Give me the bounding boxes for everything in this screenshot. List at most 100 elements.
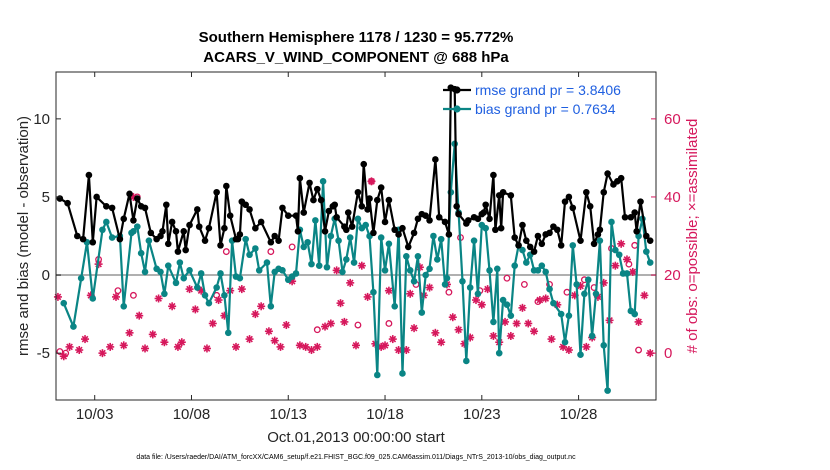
rmse-point <box>174 248 182 255</box>
bias-point <box>546 285 553 293</box>
obs-assimilated-marker <box>454 325 463 334</box>
x-tick-label: 10/23 <box>463 406 501 423</box>
obs-assimilated-marker <box>352 341 360 350</box>
obs-assimilated-marker <box>541 294 550 303</box>
bias-point <box>631 310 639 318</box>
obs-assimilated-marker <box>208 319 217 328</box>
obs-assimilated-marker <box>148 330 157 339</box>
obs-assimilated-marker <box>270 336 279 345</box>
bias-point <box>615 251 623 259</box>
obs-assimilated-marker <box>321 322 330 331</box>
rmse-point <box>464 217 472 224</box>
rmse-point <box>85 171 93 179</box>
obs-assimilated-marker <box>406 289 415 298</box>
obs-assimilated-marker <box>154 294 163 303</box>
bias-point <box>130 228 137 235</box>
y2-axis-ticks: 0 20 40 60 <box>651 111 681 362</box>
rmse-point <box>538 240 546 248</box>
rmse-point <box>399 224 406 232</box>
y-axis-label: rmse and bias (model - observation) <box>15 116 32 356</box>
rmse-point <box>217 242 224 249</box>
rmse-point <box>120 215 128 223</box>
bias-point <box>573 281 580 288</box>
bias-point <box>335 237 342 244</box>
rmse-point <box>331 201 339 209</box>
rmse-point <box>526 243 534 251</box>
bias-point <box>623 270 631 277</box>
rmse-point <box>348 223 356 230</box>
rmse-series <box>56 84 654 255</box>
rmse-point <box>180 228 188 235</box>
rmse-point <box>492 226 499 234</box>
obs-possible-marker <box>114 287 122 295</box>
bias-point <box>323 263 331 271</box>
chart-title: Southern Hemisphere 1178 / 1230 = 95.772… <box>199 29 514 46</box>
obs-possible-marker <box>520 280 528 288</box>
bias-point <box>470 237 478 244</box>
rmse-point <box>133 195 141 202</box>
obs-possible-marker <box>222 248 230 256</box>
rmse-point <box>604 170 611 177</box>
rmse-point <box>195 223 203 230</box>
rmse-point <box>93 193 100 201</box>
bias-point <box>422 271 429 279</box>
legend-bias-swatch-marker <box>453 105 461 113</box>
legend: rmse grand pr = 3.8406 bias grand pr = 0… <box>443 82 621 117</box>
bias-point <box>292 270 300 277</box>
obs-assimilated-marker <box>394 346 403 355</box>
rmse-point <box>385 196 393 204</box>
bias-point <box>246 251 253 259</box>
x-tick-label: 10/08 <box>173 406 211 423</box>
bias-point <box>103 218 110 226</box>
bias-point <box>499 296 507 304</box>
rmse-point <box>370 229 377 237</box>
rmse-point <box>205 224 213 232</box>
y-tick-label: 0 <box>42 267 50 284</box>
rmse-point <box>441 218 449 226</box>
obs-assimilated-marker <box>135 311 144 320</box>
bias-point <box>577 351 584 359</box>
bias-point <box>201 292 209 299</box>
rmse-point <box>333 213 340 221</box>
bias-point <box>569 242 577 249</box>
rmse-point <box>627 213 635 221</box>
rmse-point <box>73 232 81 240</box>
rmse-point <box>590 240 598 248</box>
bias-point <box>327 232 335 240</box>
bias-point <box>193 284 201 291</box>
obs-assimilated-marker <box>489 331 498 340</box>
obs-assimilated-marker <box>431 328 440 337</box>
obs-assimilated-marker <box>185 285 194 294</box>
rmse-point <box>159 228 166 235</box>
bias-point <box>538 262 546 269</box>
obs-assimilated-marker <box>357 261 366 270</box>
bias-point <box>581 290 588 298</box>
rmse-point <box>141 204 149 212</box>
bias-point <box>459 277 466 285</box>
rmse-point <box>79 235 87 243</box>
obs-assimilated-marker <box>232 342 240 351</box>
obs-possible-marker <box>625 260 633 268</box>
bias-point <box>145 237 153 244</box>
y-tick-label: 10 <box>33 111 50 128</box>
rmse-point <box>455 210 462 218</box>
bias-point <box>319 178 327 185</box>
rmse-point <box>360 160 368 168</box>
bias-point <box>414 253 422 260</box>
rmse-point <box>108 204 116 212</box>
rmse-point <box>381 218 389 226</box>
bias-point <box>596 237 604 244</box>
obs-assimilated-marker <box>106 342 115 351</box>
bias-point <box>493 265 501 273</box>
rmse-point <box>426 217 433 224</box>
obs-assimilated-marker <box>141 344 150 353</box>
rmse-line <box>59 86 652 253</box>
bias-point <box>221 292 228 299</box>
bias-point <box>70 323 77 330</box>
bias-point <box>224 329 232 337</box>
bias-point <box>373 371 381 379</box>
obs-assimilated-marker <box>313 342 322 351</box>
bias-point <box>279 267 286 274</box>
obs-possible-marker <box>129 291 137 299</box>
bias-point <box>511 262 519 269</box>
